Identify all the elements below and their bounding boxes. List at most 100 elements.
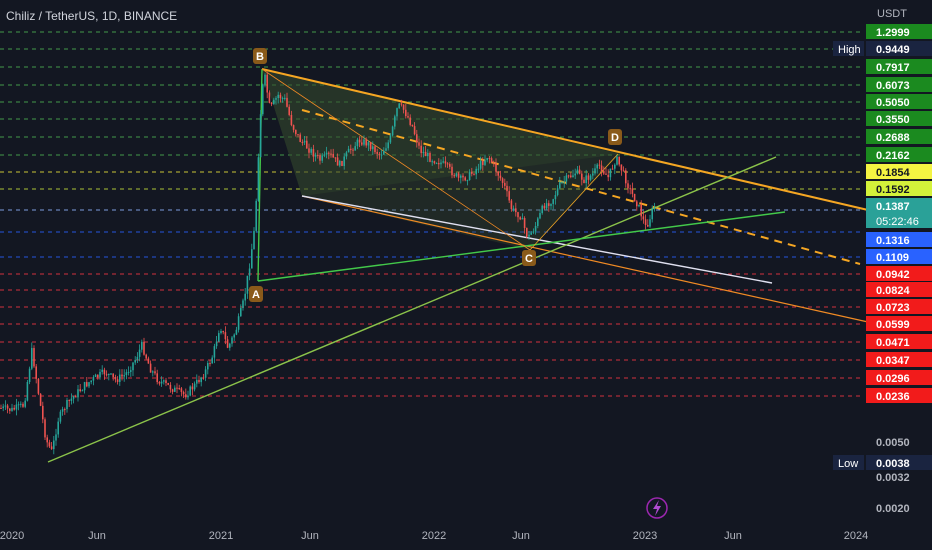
candle-body — [534, 225, 537, 232]
low-tag: Low — [838, 458, 858, 470]
candle-body — [581, 173, 583, 180]
candle-body — [394, 116, 396, 127]
candle-body — [413, 126, 416, 135]
candle-body — [539, 213, 541, 219]
candle-body — [638, 204, 640, 207]
candle-body — [592, 173, 594, 176]
candle-body — [207, 363, 209, 370]
candle-body — [526, 227, 528, 237]
price-label: 0.0471 — [876, 337, 910, 349]
candle-body — [125, 372, 128, 376]
price-label: 0.6073 — [876, 80, 910, 92]
candle-body — [268, 92, 271, 103]
candle-body — [501, 178, 504, 183]
candle-body — [499, 175, 502, 179]
pattern-marker-label: D — [611, 132, 619, 144]
candle-body — [72, 396, 75, 399]
candle-body — [226, 339, 229, 348]
candle-body — [559, 182, 561, 189]
candle-body — [224, 332, 227, 340]
time-tick-label: 2023 — [633, 530, 657, 542]
wedge-lower-line — [301, 195, 869, 323]
candle-body — [290, 114, 293, 126]
candle-body — [598, 164, 601, 166]
wedge-upper-line — [261, 68, 869, 211]
candle-body — [143, 341, 145, 355]
price-label: 0.2162 — [876, 150, 910, 162]
price-label: 0.5050 — [876, 97, 910, 109]
candle-body — [286, 97, 288, 107]
candle-body — [246, 275, 249, 294]
candle-body — [70, 398, 73, 401]
candle-body — [374, 146, 376, 153]
candle-body — [482, 161, 484, 165]
time-tick-label: Jun — [88, 530, 106, 542]
candle-body — [35, 366, 37, 379]
price-label-bg — [866, 24, 932, 39]
price-label-bg — [866, 334, 932, 349]
candle-body — [178, 388, 180, 390]
candle-body — [512, 208, 515, 210]
price-label-bg — [866, 164, 932, 179]
candle-body — [149, 363, 152, 373]
candle-body — [235, 329, 238, 335]
candle-body — [455, 173, 458, 177]
candle-body — [442, 161, 444, 163]
candle-body — [284, 97, 286, 99]
price-label: 0.9449 — [876, 44, 910, 56]
candle-body — [409, 117, 411, 125]
candle-body — [517, 212, 519, 218]
tag-bg — [833, 455, 864, 470]
symbol-title[interactable]: Chiliz / TetherUS, 1D, BINANCE — [6, 9, 178, 23]
drawing-layer — [47, 68, 869, 463]
candle-body — [44, 419, 46, 438]
candle-body — [347, 148, 350, 153]
candle-body — [46, 437, 48, 443]
candle-body — [332, 153, 334, 158]
price-label-bg — [866, 129, 932, 144]
candle-body — [257, 157, 260, 201]
candle-body — [440, 162, 442, 165]
candle-body — [633, 193, 636, 202]
candle-body — [31, 348, 33, 369]
candle-body — [477, 168, 480, 170]
candle-body — [196, 379, 198, 384]
time-tick-label: 2021 — [209, 530, 233, 542]
candle-body — [350, 148, 352, 150]
candle-body — [213, 346, 216, 358]
candle-body — [504, 182, 506, 186]
price-label: 0.0038 — [876, 458, 910, 470]
candle-body — [83, 382, 86, 391]
candle-body — [561, 182, 563, 184]
candle-body — [341, 160, 343, 166]
time-axis: 2020 Jun 2021 Jun 2022 Jun 2023 Jun 2024 — [0, 530, 868, 542]
candle-body — [330, 153, 332, 155]
candle-body — [158, 382, 161, 384]
candle-body — [297, 134, 299, 136]
midline-dashed — [301, 109, 861, 265]
candle-body — [488, 158, 491, 160]
candle-body — [334, 157, 337, 159]
candle-body — [81, 390, 84, 392]
candle-body — [358, 139, 361, 143]
candle-body — [180, 388, 183, 392]
candle-body — [361, 142, 363, 145]
candle-body — [545, 203, 548, 209]
candle-body — [64, 409, 66, 411]
candle-body — [55, 434, 57, 441]
candle-body — [429, 153, 431, 162]
candle-body — [552, 199, 554, 204]
price-label: 0.1316 — [876, 235, 910, 247]
candle-body — [622, 170, 625, 172]
candle-body — [37, 378, 40, 394]
price-label: 0.0723 — [876, 302, 910, 314]
candle-body — [215, 341, 218, 347]
candle-body — [303, 140, 306, 143]
candle-body — [229, 343, 231, 348]
candle-body — [110, 373, 112, 375]
candle-body — [594, 168, 596, 174]
candle-body — [398, 103, 400, 109]
candle-body — [486, 158, 488, 161]
candle-body — [154, 371, 156, 374]
